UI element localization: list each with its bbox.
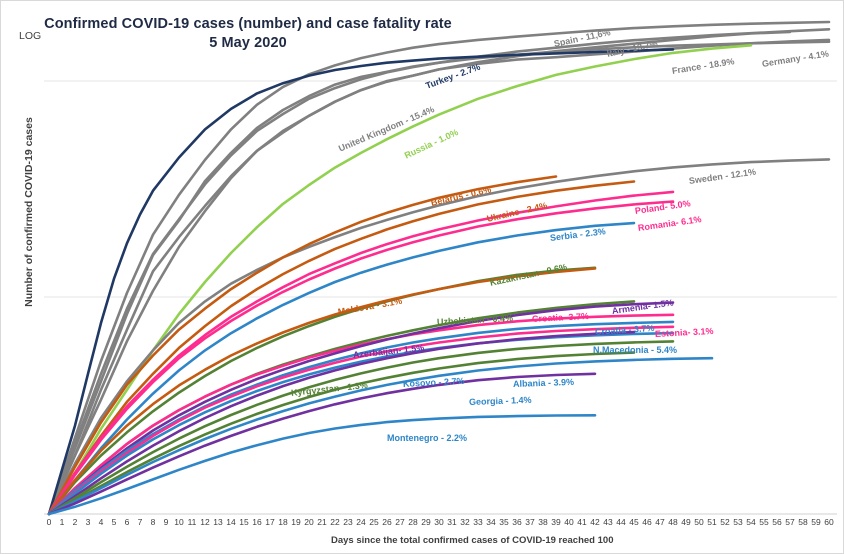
x-tick-label: 14 [226,517,236,527]
series-line-romania [47,200,675,516]
series-line-n-macedonia [47,331,675,516]
x-tick-label: 55 [759,517,769,527]
x-tick-label: 15 [239,517,249,527]
x-tick-label: 19 [291,517,301,527]
x-tick-label: 9 [163,517,169,527]
x-tick-label: 52 [720,517,730,527]
series-line-italy [47,28,831,516]
x-tick-label: 3 [85,517,91,527]
series-line-estonia [47,325,675,516]
x-tick-label: 11 [187,517,197,527]
x-tick-label: 36 [512,517,522,527]
x-tick-label: 39 [551,517,561,527]
x-tick-label: 29 [421,517,431,527]
x-tick-label: 58 [798,517,808,527]
y-axis-scale-note: LOG [19,30,42,42]
x-tick-label: 13 [213,517,223,527]
x-tick-label: 30 [434,517,444,527]
x-tick-label: 59 [811,517,821,527]
page-title: Confirmed COVID-19 cases (number) and ca… [44,16,452,51]
series-line-belarus [47,175,558,516]
x-tick-label: 32 [460,517,470,527]
y-axis-ticks: 1003 00090 000 [1,1,45,553]
x-tick-label: 5 [111,517,117,527]
series-line-serbia [47,221,636,516]
x-tick-label: 46 [642,517,652,527]
x-axis-ticks: 0 1 2 3 4 5 6 7 8 9 10 11 12 13 14 15 16 17 18 19 20 21 22 23 24… [1,517,843,533]
series-line-kyrgyzstan [47,340,675,516]
series-line-france [47,38,831,516]
x-tick-label: 18 [278,517,288,527]
x-tick-label: 50 [694,517,704,527]
x-tick-label: 37 [525,517,535,527]
x-tick-label: 20 [304,517,314,527]
series-line-montenegro [47,414,597,516]
x-axis-title: Days since the total confirmed cases of … [331,535,614,546]
x-tick-label: 17 [265,517,275,527]
x-tick-label: 26 [382,517,392,527]
x-tick-label: 2 [72,517,78,527]
x-tick-label: 35 [499,517,509,527]
x-tick-label: 7 [137,517,143,527]
x-tick-label: 21 [317,517,327,527]
x-tick-label: 24 [356,517,366,527]
series-line-germany [47,40,831,516]
x-tick-label: 22 [330,517,340,527]
x-tick-label: 54 [746,517,756,527]
series-line-croatia-pink [47,313,675,516]
x-tick-label: 28 [408,517,418,527]
x-tick-label: 41 [577,517,587,527]
series-line-united-kingdom [47,30,792,516]
series-line-albania [47,356,714,516]
x-tick-label: 16 [252,517,262,527]
series-line-ukraine [47,180,636,516]
x-tick-label: 25 [369,517,379,527]
x-tick-label: 56 [772,517,782,527]
x-tick-label: 12 [200,517,210,527]
x-tick-label: 47 [655,517,665,527]
x-tick-label: 40 [564,517,574,527]
x-tick-label: 34 [486,517,496,527]
x-tick-label: 44 [616,517,626,527]
series-line-uzbekistan [47,300,636,516]
x-tick-label: 1 [59,517,65,527]
series-line-turkey [47,48,675,516]
series-line-poland [47,190,675,516]
series-line-croatia-blue [47,320,675,516]
x-tick-label: 57 [785,517,795,527]
series-line-georgia [47,372,597,516]
x-tick-label: 51 [707,517,717,527]
x-tick-label: 48 [668,517,678,527]
series-line-sweden [47,158,831,516]
series-line-moldova [47,267,597,516]
x-tick-label: 0 [46,517,52,527]
series-line-spain [47,20,831,516]
x-tick-label: 60 [824,517,834,527]
series-line-armenia [47,301,675,516]
x-tick-label: 27 [395,517,405,527]
x-tick-label: 8 [150,517,156,527]
x-tick-label: 43 [603,517,613,527]
x-tick-label: 4 [98,517,104,527]
x-tick-label: 42 [590,517,600,527]
series-line-kosovo [47,351,636,516]
series-line-azerbaijan [47,330,636,516]
x-tick-label: 31 [447,517,457,527]
x-tick-label: 45 [629,517,639,527]
x-tick-label: 38 [538,517,548,527]
x-tick-label: 6 [124,517,130,527]
x-tick-label: 33 [473,517,483,527]
x-tick-label: 23 [343,517,353,527]
x-tick-label: 53 [733,517,743,527]
x-tick-label: 10 [174,517,184,527]
x-tick-label: 49 [681,517,691,527]
